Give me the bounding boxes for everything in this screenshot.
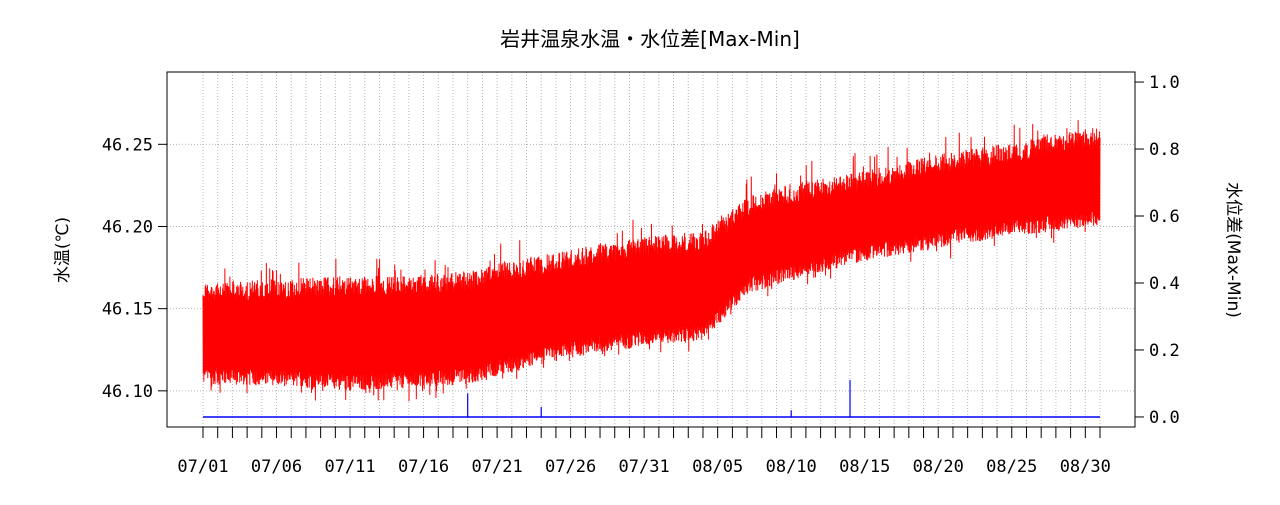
left-y-tick-label: 46.15: [102, 300, 153, 320]
x-tick-label: 08/15: [839, 457, 890, 477]
x-tick-label: 08/30: [1060, 457, 1111, 477]
right-y-tick-label: 0.6: [1149, 207, 1180, 227]
right-y-tick-label: 0.8: [1149, 140, 1180, 160]
right-y-tick-label: 0.4: [1149, 274, 1180, 294]
axes-layer: 07/01 07/06 07/11 07/16 07/21 07/26 07/31 08/05…: [102, 73, 1180, 477]
x-tick-label: 07/26: [545, 457, 596, 477]
x-tick-label: 07/01: [177, 457, 228, 477]
right-y-tick-label: 0.0: [1149, 408, 1180, 428]
x-tick-label: 08/05: [692, 457, 743, 477]
x-tick-label: 08/20: [913, 457, 964, 477]
left-y-tick-label: 46.20: [102, 217, 153, 237]
x-tick-label: 08/10: [766, 457, 817, 477]
water-level-series: [203, 380, 1100, 418]
x-tick-label: 07/11: [324, 457, 375, 477]
water-temperature-series: [202, 120, 1101, 402]
plot-frame: [166, 71, 1136, 428]
chart-title: 岩井温泉水温・水位差[Max-Min]: [500, 27, 800, 51]
x-tick-label: 07/06: [251, 457, 302, 477]
x-tick-label: 07/16: [398, 457, 449, 477]
x-tick-label: 07/21: [472, 457, 523, 477]
x-tick-label: 07/31: [619, 457, 670, 477]
water-temperature-line: [202, 120, 1101, 402]
right-y-tick-label: 0.2: [1149, 341, 1180, 361]
left-axis-title: 水温(℃): [53, 217, 73, 283]
left-y-tick-label: 46.25: [102, 135, 153, 155]
right-y-tick-label: 1.0: [1149, 73, 1180, 93]
right-axis-title: 水位差(Max-Min): [1223, 182, 1243, 318]
x-tick-label: 08/25: [986, 457, 1037, 477]
left-y-tick-label: 46.10: [102, 382, 153, 402]
